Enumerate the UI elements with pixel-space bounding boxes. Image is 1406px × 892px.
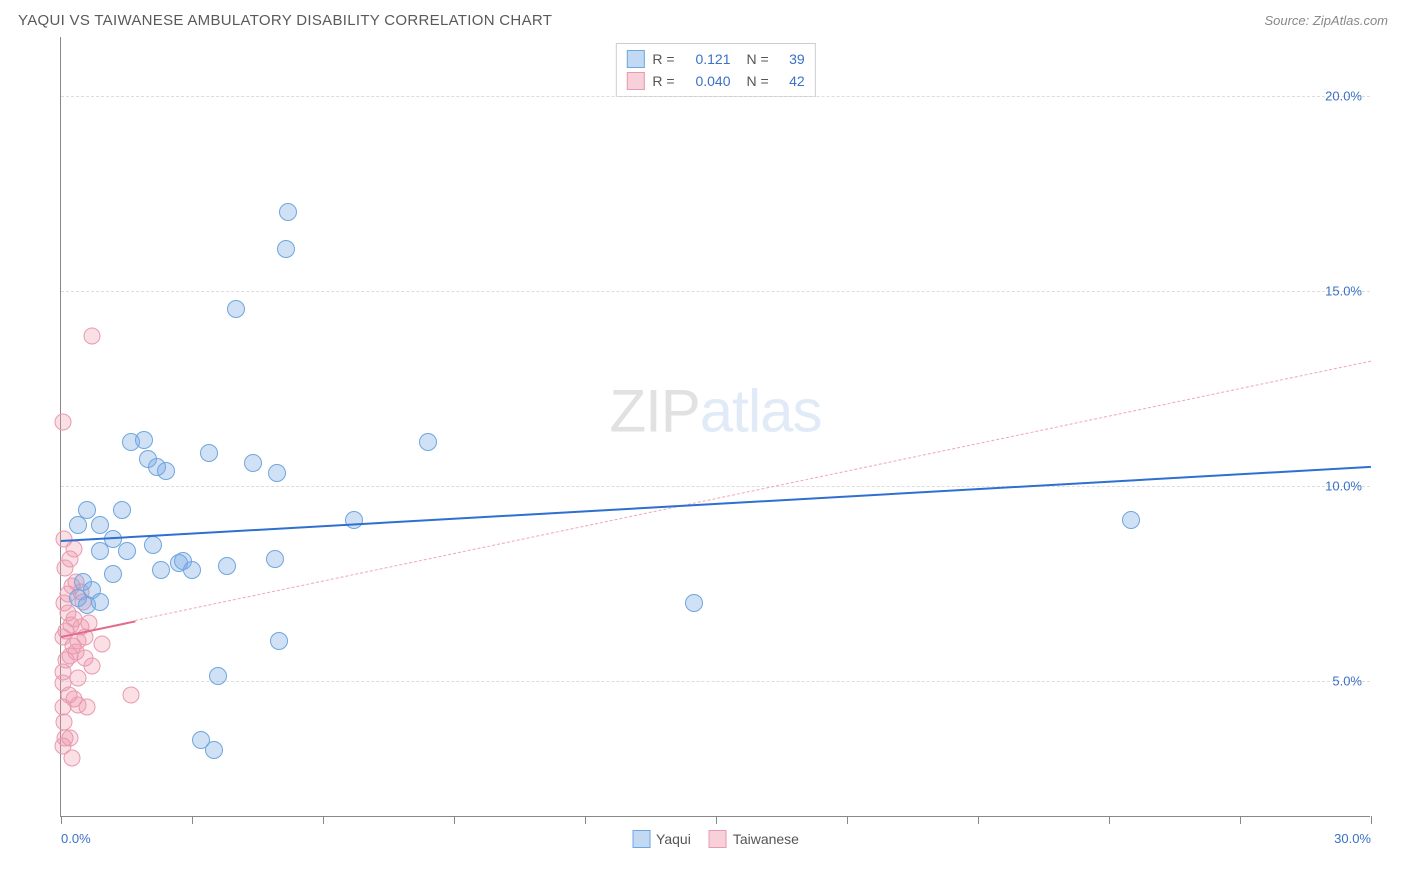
chart-header: YAQUI VS TAIWANESE AMBULATORY DISABILITY…	[0, 0, 1406, 37]
scatter-point-yaqui	[685, 594, 703, 612]
scatter-point-yaqui	[209, 667, 227, 685]
scatter-point-yaqui	[279, 203, 297, 221]
n-value: 39	[777, 51, 805, 67]
scatter-point-yaqui	[345, 511, 363, 529]
scatter-point-yaqui	[113, 501, 131, 519]
n-label: N =	[747, 73, 769, 89]
legend-swatch	[626, 50, 644, 68]
scatter-point-taiwanese	[59, 605, 76, 622]
r-label: R =	[652, 51, 674, 67]
scatter-point-yaqui	[268, 464, 286, 482]
legend-item: Yaqui	[632, 830, 691, 848]
chart-source: Source: ZipAtlas.com	[1264, 13, 1388, 28]
scatter-point-taiwanese	[83, 657, 100, 674]
scatter-point-yaqui	[69, 516, 87, 534]
y-tick-label: 15.0%	[1325, 283, 1362, 298]
x-tick	[61, 816, 62, 824]
x-tick	[454, 816, 455, 824]
x-tick	[847, 816, 848, 824]
x-tick	[585, 816, 586, 824]
x-tick	[1109, 816, 1110, 824]
correlation-stats-box: R = 0.121 N = 39 R = 0.040 N = 42	[615, 43, 815, 97]
watermark-atlas: atlas	[700, 377, 822, 444]
chart-title: YAQUI VS TAIWANESE AMBULATORY DISABILITY…	[18, 12, 552, 29]
x-tick-label: 0.0%	[61, 831, 91, 846]
stats-row: R = 0.040 N = 42	[626, 70, 804, 92]
scatter-point-yaqui	[157, 462, 175, 480]
scatter-point-yaqui	[218, 557, 236, 575]
x-tick	[1371, 816, 1372, 824]
scatter-point-yaqui	[266, 550, 284, 568]
x-tick	[192, 816, 193, 824]
trend-line	[61, 466, 1371, 542]
scatter-point-yaqui	[91, 593, 109, 611]
x-tick	[716, 816, 717, 824]
trend-line	[135, 361, 1371, 621]
legend-label: Taiwanese	[733, 831, 799, 847]
plot-region: ZIPatlas R =0.121N =39R =0.040N =42 Yaqu…	[60, 37, 1370, 817]
scatter-point-taiwanese	[63, 749, 80, 766]
scatter-point-yaqui	[78, 501, 96, 519]
legend-swatch	[626, 72, 644, 90]
scatter-point-taiwanese	[83, 328, 100, 345]
scatter-point-yaqui	[200, 444, 218, 462]
scatter-point-yaqui	[135, 431, 153, 449]
x-tick	[978, 816, 979, 824]
x-tick-label: 30.0%	[1334, 831, 1371, 846]
scatter-point-taiwanese	[56, 714, 73, 731]
scatter-point-yaqui	[419, 433, 437, 451]
series-legend: Yaqui Taiwanese	[632, 830, 799, 848]
scatter-point-yaqui	[183, 561, 201, 579]
n-value: 42	[777, 73, 805, 89]
stats-row: R = 0.121 N = 39	[626, 48, 804, 70]
r-value: 0.040	[683, 73, 731, 89]
r-value: 0.121	[683, 51, 731, 67]
scatter-point-yaqui	[277, 240, 295, 258]
watermark-zip: ZIP	[609, 377, 699, 444]
x-tick	[1240, 816, 1241, 824]
scatter-point-taiwanese	[61, 730, 78, 747]
y-tick-label: 10.0%	[1325, 478, 1362, 493]
r-label: R =	[652, 73, 674, 89]
gridline	[61, 681, 1370, 682]
scatter-point-yaqui	[244, 454, 262, 472]
gridline	[61, 486, 1370, 487]
scatter-point-yaqui	[152, 561, 170, 579]
x-tick	[323, 816, 324, 824]
scatter-point-yaqui	[227, 300, 245, 318]
scatter-point-yaqui	[144, 536, 162, 554]
scatter-point-taiwanese	[122, 687, 139, 704]
scatter-point-yaqui	[270, 632, 288, 650]
scatter-point-yaqui	[1122, 511, 1140, 529]
chart-area: Ambulatory Disability ZIPatlas R =0.121N…	[18, 37, 1388, 867]
scatter-point-yaqui	[118, 542, 136, 560]
watermark: ZIPatlas	[609, 376, 821, 445]
scatter-point-yaqui	[192, 731, 210, 749]
gridline	[61, 291, 1370, 292]
scatter-point-taiwanese	[94, 636, 111, 653]
scatter-point-taiwanese	[69, 669, 86, 686]
y-tick-label: 20.0%	[1325, 88, 1362, 103]
scatter-point-taiwanese	[55, 414, 72, 431]
legend-item: Taiwanese	[709, 830, 799, 848]
scatter-point-taiwanese	[79, 698, 96, 715]
legend-label: Yaqui	[656, 831, 691, 847]
y-tick-label: 5.0%	[1332, 673, 1362, 688]
scatter-point-yaqui	[104, 565, 122, 583]
gridline	[61, 96, 1370, 97]
legend-swatch	[632, 830, 650, 848]
legend-swatch	[709, 830, 727, 848]
n-label: N =	[747, 51, 769, 67]
